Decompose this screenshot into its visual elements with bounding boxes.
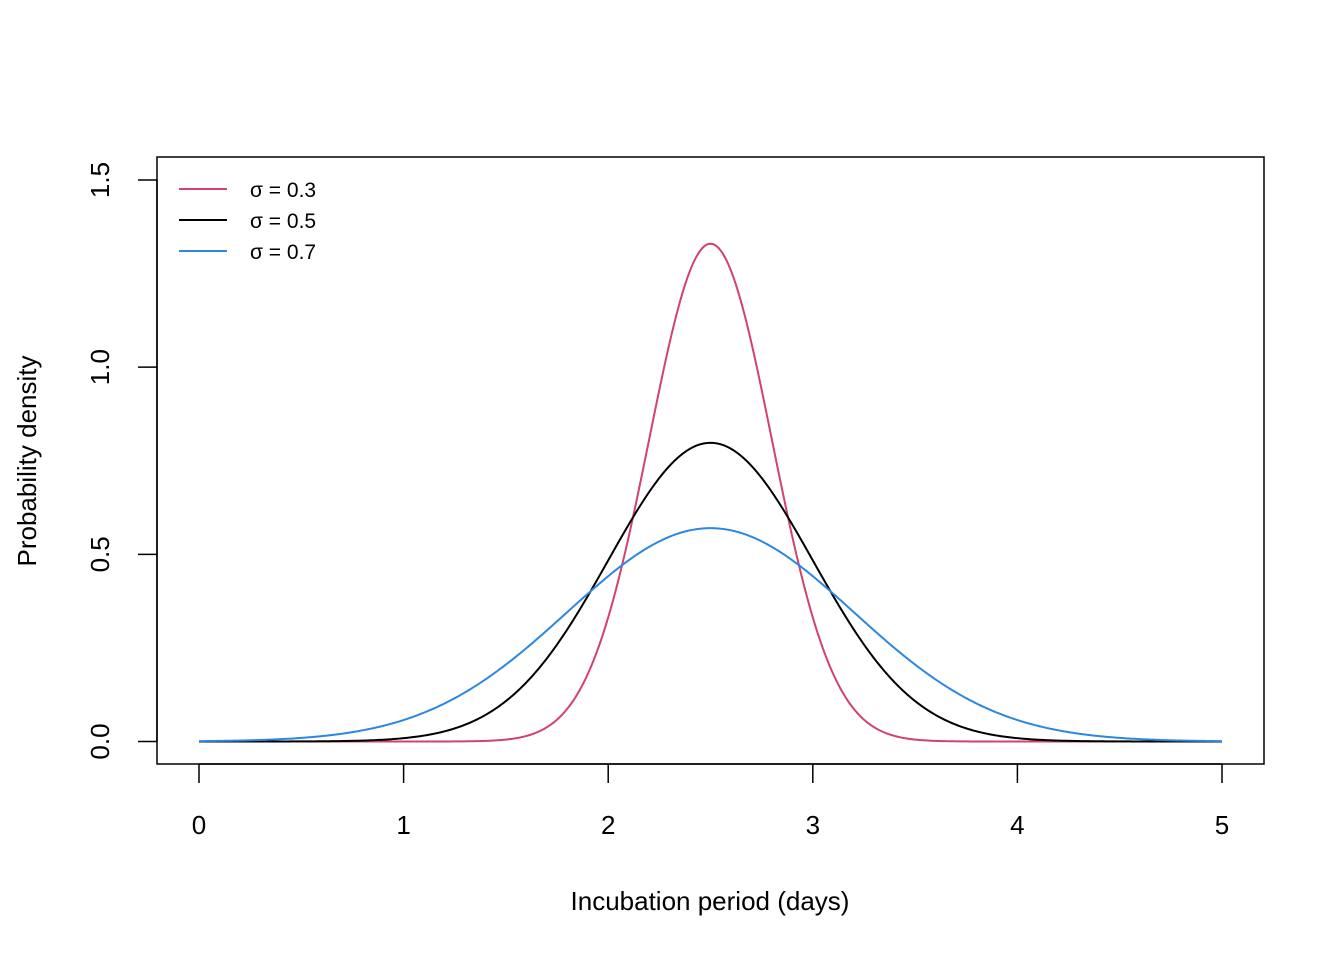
- plot-frame: [156, 156, 1265, 765]
- y-tick-label: 1.0: [85, 349, 115, 385]
- series-lines: [198, 242, 1223, 743]
- y-tick-label: 1.5: [85, 162, 115, 198]
- x-axis-label: Incubation period (days): [571, 886, 850, 916]
- x-tick-label: 4: [1010, 810, 1024, 840]
- legend: σ = 0.3 σ = 0.5 σ = 0.7: [179, 179, 316, 264]
- legend-label: σ = 0.5: [250, 210, 316, 233]
- series-line-sigma-0-7: [198, 527, 1223, 743]
- y-axis: 0.0 0.5 1.0 1.5: [85, 162, 158, 760]
- series-line-sigma-0-5: [199, 441, 1222, 743]
- x-tick-label: 3: [806, 810, 820, 840]
- x-axis: 0 1 2 3 4 5: [192, 763, 1229, 840]
- series-line-sigma-0-3: [199, 242, 1222, 743]
- x-tick-label: 5: [1215, 810, 1229, 840]
- legend-label: σ = 0.7: [250, 241, 316, 264]
- x-tick-label: 0: [192, 810, 206, 840]
- x-tick-label: 1: [396, 810, 410, 840]
- y-tick-label: 0.5: [85, 536, 115, 572]
- x-tick-label: 2: [601, 810, 615, 840]
- legend-label: σ = 0.3: [250, 179, 316, 202]
- y-axis-label: Probability density: [12, 356, 42, 567]
- y-tick-label: 0.0: [85, 723, 115, 759]
